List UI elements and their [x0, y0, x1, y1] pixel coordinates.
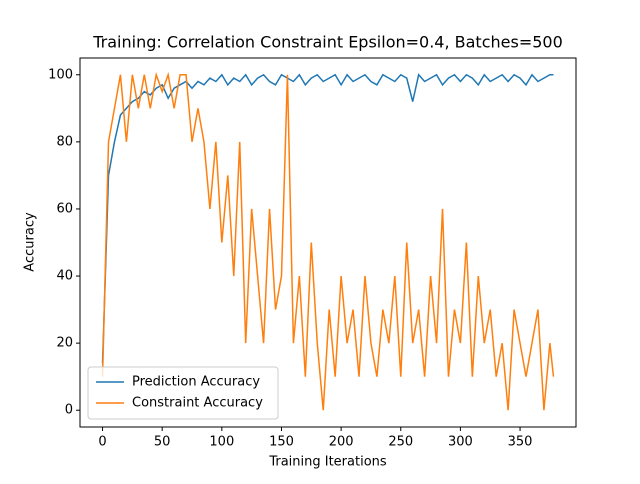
x-axis-label: Training Iterations — [268, 455, 387, 470]
y-tick-label: 80 — [56, 134, 73, 149]
legend: Prediction Accuracy Constraint Accuracy — [87, 366, 279, 420]
x-tick-label: 200 — [329, 435, 354, 450]
x-tick-label: 350 — [508, 435, 533, 450]
x-tick-label: 250 — [388, 435, 413, 450]
y-tick-label: 20 — [56, 336, 73, 351]
x-tick-label: 0 — [98, 435, 106, 450]
legend-box — [87, 366, 279, 420]
y-tick-label: 60 — [56, 201, 73, 216]
x-tick-label: 150 — [269, 435, 294, 450]
x-tick-label: 300 — [448, 435, 473, 450]
x-tick-label: 100 — [209, 435, 234, 450]
plot-frame — [79, 57, 577, 428]
y-tick-label: 100 — [48, 67, 73, 82]
y-axis-label: Accuracy — [23, 212, 38, 272]
y-tick-label: 0 — [65, 403, 73, 418]
y-tick-label: 40 — [56, 269, 73, 284]
legend-label: Constraint Accuracy — [132, 396, 263, 411]
x-tick-label: 50 — [154, 435, 171, 450]
legend-label: Prediction Accuracy — [132, 375, 260, 390]
data-line — [101, 71, 555, 411]
chart-title: Training: Correlation Constraint Epsilon… — [92, 33, 563, 52]
